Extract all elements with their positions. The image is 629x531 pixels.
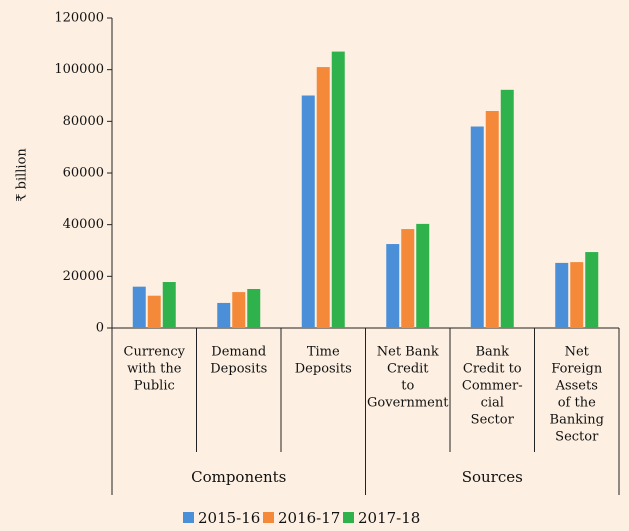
- x-tick-label: Demand: [211, 345, 266, 360]
- x-tick-label: Deposits: [295, 362, 352, 377]
- bar: [316, 67, 330, 328]
- y-tick-label: 40000: [63, 217, 104, 232]
- bar: [232, 292, 246, 328]
- x-tick-label: Sector: [555, 430, 599, 445]
- bar: [301, 95, 315, 328]
- x-tick-label: Banking: [550, 413, 604, 428]
- bar: [162, 282, 176, 328]
- x-tick-label: with the: [127, 362, 182, 377]
- bar: [585, 252, 599, 328]
- x-tick-label: Public: [134, 379, 175, 394]
- y-tick-label: 80000: [63, 114, 104, 129]
- legend-swatch: [263, 512, 274, 523]
- legend-label: 2016-17: [278, 509, 340, 527]
- bar: [132, 286, 146, 328]
- x-tick-label: Net: [565, 345, 590, 360]
- bar: [416, 223, 430, 328]
- legend-label: 2015-16: [198, 509, 260, 527]
- bar: [500, 89, 514, 328]
- x-tick-label: Assets: [555, 379, 598, 394]
- x-tick-label: to: [401, 379, 414, 394]
- bar: [555, 262, 569, 328]
- bar: [570, 262, 584, 328]
- bar: [217, 302, 231, 328]
- legend-label: 2017-18: [358, 509, 420, 527]
- bar: [331, 51, 345, 328]
- bar: [147, 295, 161, 328]
- x-tick-label: Credit: [387, 362, 429, 377]
- y-tick-label: 0: [96, 321, 104, 336]
- y-tick-label: 20000: [63, 269, 104, 284]
- y-tick-label: 120000: [54, 11, 104, 26]
- y-axis-label: ₹ billion: [15, 148, 30, 202]
- bar: [386, 244, 400, 328]
- group-label: Sources: [462, 468, 523, 486]
- group-label: Components: [191, 468, 286, 486]
- legend-swatch: [183, 512, 194, 523]
- x-tick-label: Credit to: [463, 362, 522, 377]
- bar: [247, 288, 261, 328]
- x-tick-label: of the: [558, 396, 596, 411]
- x-tick-label: Time: [307, 345, 340, 360]
- x-tick-label: Bank: [475, 345, 509, 360]
- y-tick-label: 100000: [54, 62, 104, 77]
- bar: [401, 229, 415, 328]
- legend-swatch: [343, 512, 354, 523]
- x-tick-label: Currency: [124, 345, 186, 360]
- x-tick-label: Foreign: [551, 362, 603, 377]
- x-tick-label: Net Bank: [377, 345, 439, 360]
- x-tick-label: Commer-: [462, 379, 523, 394]
- x-tick-label: Deposits: [210, 362, 267, 377]
- x-tick-label: cial: [481, 396, 504, 411]
- y-tick-label: 60000: [63, 166, 104, 181]
- bar: [485, 111, 499, 328]
- x-tick-label: Government: [367, 396, 449, 411]
- x-tick-label: Sector: [471, 413, 515, 428]
- bar: [470, 126, 484, 328]
